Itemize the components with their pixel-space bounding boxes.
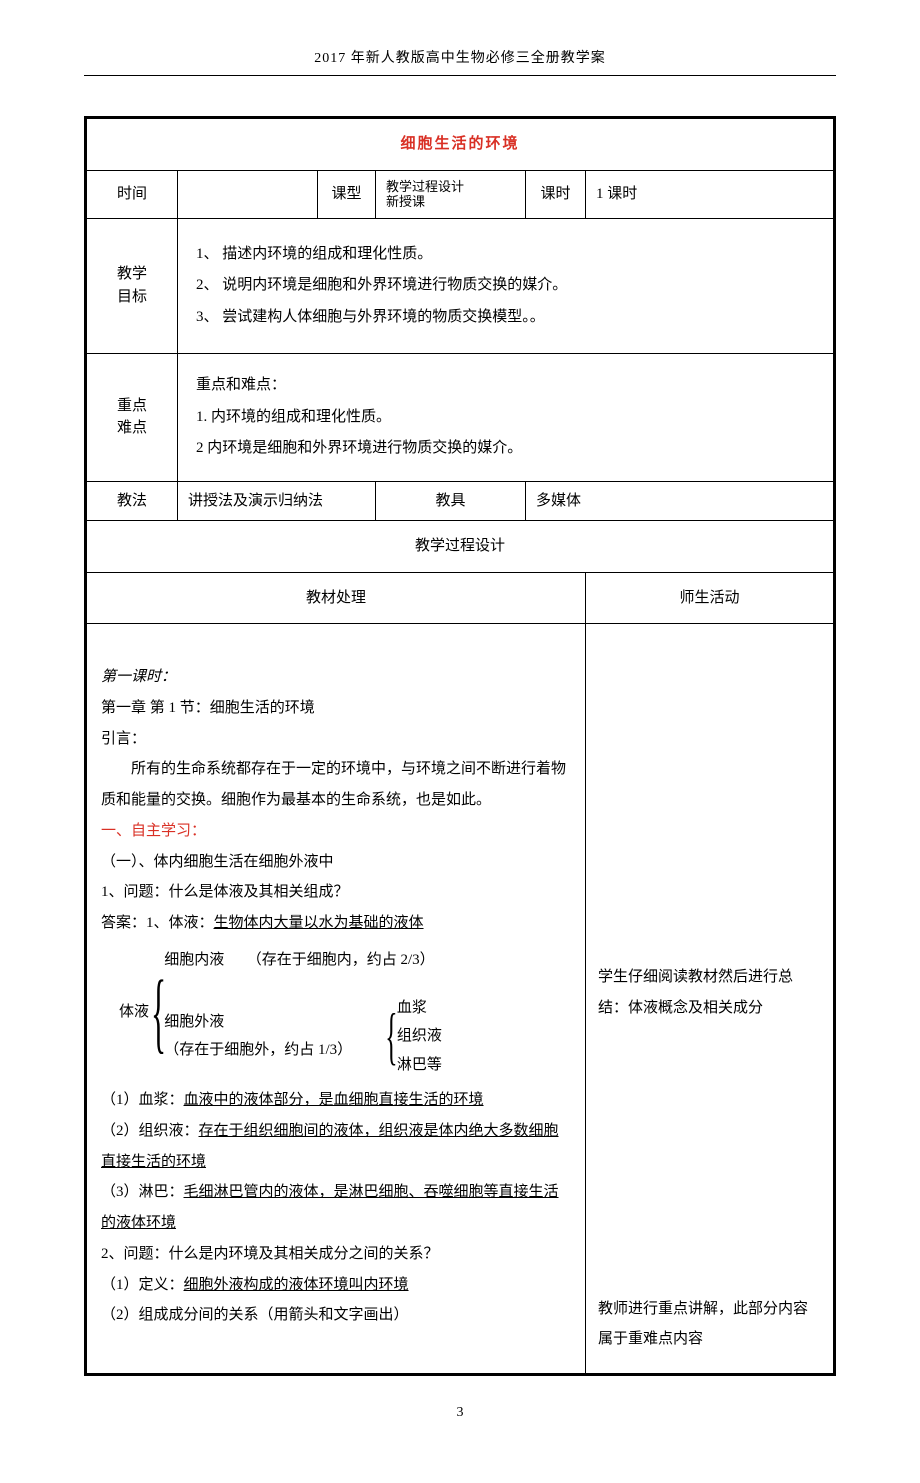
label-tool: 教具 [376,481,526,521]
d1-prefix: （1）定义： [101,1277,184,1293]
activity-note-2: 教师进行重点讲解，此部分内容属于重难点内容 [598,1294,821,1356]
intro-label: 引言： [101,724,571,755]
p3-prefix: （3）淋巴： [101,1184,184,1200]
label-method: 教法 [86,481,178,521]
intra-cell-fluid: 细胞内液 （存在于细胞内，约占 2/3） [164,945,442,976]
lymph: 淋巴等 [397,1051,442,1080]
body-fluid-tree: 体液 { 细胞内液 （存在于细胞内，约占 2/3） 细胞外液 （存在于细胞外，约… [119,945,571,1079]
activity-content: 学生仔细阅读教材然后进行总结：体液概念及相关成分 教师进行重点讲解，此部分内容属… [586,624,835,1375]
brace-icon: { [151,972,166,1053]
question-1: 1、问题：什么是体液及其相关组成？ [101,877,571,908]
value-class-type: 教学过程设计 新授课 [376,170,526,218]
class-type-bot: 新授课 [386,194,515,210]
d1-underline: 细胞外液构成的液体环境叫内环境 [184,1277,409,1293]
label-time: 时间 [86,170,178,218]
keydiff-line: 2 内环境是细胞和外界环境进行物质交换的媒介。 [196,433,815,465]
answer-1: 答案：1、体液：生物体内大量以水为基础的液体 [101,908,571,939]
tissue-fluid: 组织液 [397,1022,442,1051]
header-rule [84,75,836,76]
intro-text: 所有的生命系统都存在于一定的环境中，与环境之间不断进行着物质和能量的交换。细胞作… [101,754,571,816]
a1-underline: 生物体内大量以水为基础的液体 [214,915,424,931]
label-keydiff: 重点 难点 [86,354,178,482]
class-type-top: 教学过程设计 [386,179,515,195]
label-class-type: 课型 [318,170,376,218]
subsection-1: （一）、体内细胞生活在细胞外液中 [101,847,571,878]
activity-note-1: 学生仔细阅读教材然后进行总结：体液概念及相关成分 [598,962,821,1024]
value-method: 讲授法及演示归纳法 [178,481,376,521]
tissue-def: （2）组织液：存在于组织细胞间的液体，组织液是体内绝大多数细胞直接生活的环境 [101,1116,571,1178]
objective-line: 2、 说明内环境是细胞和外界环境进行物质交换的媒介。 [196,270,815,302]
objective-line: 1、 描述内环境的组成和理化性质。 [196,239,815,271]
inner-label: 细胞内液 [164,952,224,968]
page-number: 3 [84,1402,836,1423]
label-objectives: 教学 目标 [86,218,178,354]
lymph-def: （3）淋巴：毛细淋巴管内的液体，是淋巴细胞、吞噬细胞等直接生活的液体环境 [101,1177,571,1239]
outer-label: 细胞外液 [164,1008,352,1037]
p2-prefix: （2）组织液： [101,1123,199,1139]
process-design-header: 教学过程设计 [86,521,835,573]
label-period: 课时 [526,170,586,218]
class-number: 第一课时： [101,662,571,693]
lesson-title: 细胞生活的环境 [86,118,835,171]
question-2: 2、问题：什么是内环境及其相关成分之间的关系？ [101,1239,571,1270]
keydiff-head: 重点和难点： [196,370,815,402]
section-1: 一、自主学习： [101,816,571,847]
col-material-header: 教材处理 [86,572,586,624]
keydiff-line: 1. 内环境的组成和理化性质。 [196,402,815,434]
chapter-line: 第一章 第 1 节：细胞生活的环境 [101,693,571,724]
page-header: 2017 年新人教版高中生物必修三全册教学案 [84,48,836,69]
plasma: 血浆 [397,994,442,1023]
value-period: 1 课时 [586,170,835,218]
material-content: 第一课时： 第一章 第 1 节：细胞生活的环境 引言： 所有的生命系统都存在于一… [86,624,586,1375]
tree-root: 体液 [119,997,149,1028]
extra-cell-fluid-block: 细胞外液 （存在于细胞外，约占 1/3） { 血浆 组织液 淋巴等 [164,994,442,1080]
value-tool: 多媒体 [526,481,835,521]
p1-underline: 血液中的液体部分，是血细胞直接生活的环境 [184,1092,484,1108]
lesson-plan-table: 细胞生活的环境 时间 课型 教学过程设计 新授课 课时 1 课时 教学 目标 1… [84,116,836,1376]
value-time [178,170,318,218]
definition-2: （2）组成成分间的关系（用箭头和文字画出） [101,1300,571,1331]
objectives-cell: 1、 描述内环境的组成和理化性质。 2、 说明内环境是细胞和外界环境进行物质交换… [178,218,835,354]
brace-icon: { [385,1009,397,1063]
outer-note: （存在于细胞外，约占 1/3） [164,1036,352,1065]
a1-prefix: 答案：1、体液： [101,915,214,931]
definition-1: （1）定义：细胞外液构成的液体环境叫内环境 [101,1270,571,1301]
inner-note: （存在于细胞内，约占 2/3） [247,952,435,968]
objective-line: 3、 尝试建构人体细胞与外界环境的物质交换模型。。 [196,302,815,334]
p1-prefix: （1）血浆： [101,1092,184,1108]
plasma-def: （1）血浆：血液中的液体部分，是血细胞直接生活的环境 [101,1085,571,1116]
col-activity-header: 师生活动 [586,572,835,624]
keydiff-cell: 重点和难点： 1. 内环境的组成和理化性质。 2 内环境是细胞和外界环境进行物质… [178,354,835,482]
